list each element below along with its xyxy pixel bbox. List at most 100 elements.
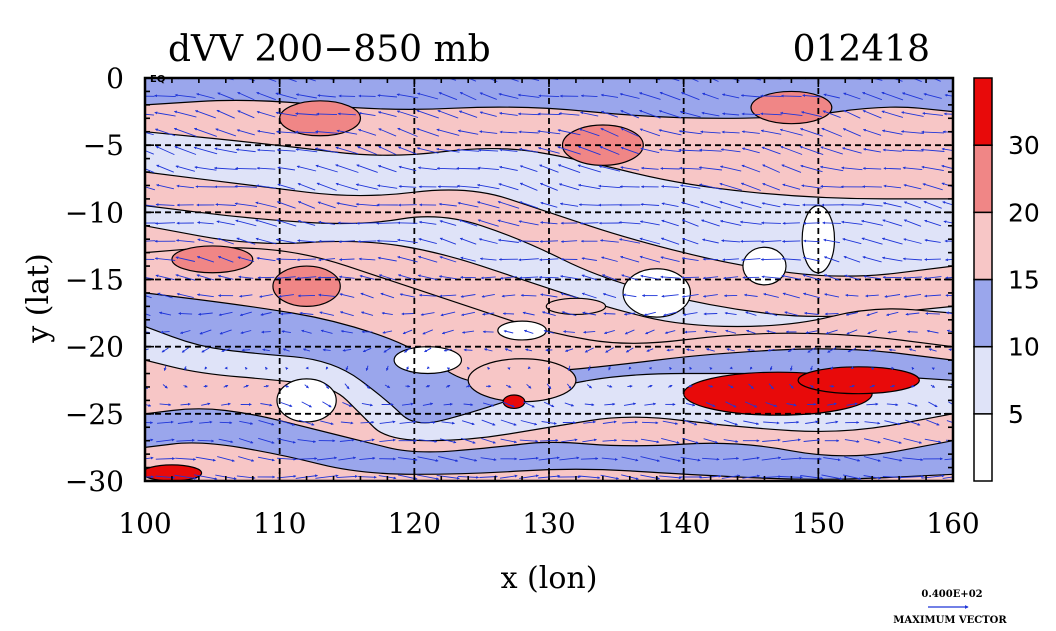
wind-vector xyxy=(527,366,531,370)
wind-vector xyxy=(941,182,953,188)
wind-vector xyxy=(823,274,840,281)
wind-vector xyxy=(539,258,559,262)
wind-vector xyxy=(299,311,314,315)
wind-vector xyxy=(358,111,376,117)
wind-vector xyxy=(378,128,397,137)
wind-vector xyxy=(262,348,270,352)
wind-vector xyxy=(145,168,155,174)
wind-vector xyxy=(184,366,187,371)
wind-vector xyxy=(726,348,735,352)
wind-vector xyxy=(376,221,399,225)
wind-vector xyxy=(219,421,233,425)
wind-vector xyxy=(945,293,953,297)
wind-vector xyxy=(480,457,497,461)
wind-vector xyxy=(881,129,903,135)
wind-vector xyxy=(277,166,296,171)
wind-vector xyxy=(884,294,901,298)
wind-vector xyxy=(359,456,376,461)
wind-vector xyxy=(782,221,800,225)
chart-title: dVV 200−850 mb xyxy=(168,29,491,70)
wind-vector xyxy=(497,219,520,227)
wind-vector xyxy=(719,182,742,191)
wind-vector xyxy=(161,347,169,353)
wind-vector xyxy=(476,183,500,190)
wind-vector xyxy=(862,110,882,119)
wind-vector xyxy=(945,258,953,262)
wind-vector xyxy=(864,421,881,425)
wind-vector xyxy=(560,275,578,280)
wind-vector xyxy=(315,164,338,173)
wind-vector xyxy=(868,348,876,352)
wind-vector xyxy=(337,112,356,116)
wind-vector xyxy=(457,129,479,135)
wind-vector xyxy=(660,167,680,170)
wind-vector xyxy=(159,403,172,407)
wind-vector xyxy=(276,148,296,152)
wind-vector xyxy=(540,201,558,208)
wind-vector xyxy=(681,293,699,298)
wind-vector xyxy=(823,93,840,99)
colorbar-label: 5 xyxy=(1008,400,1024,429)
wind-vector xyxy=(301,401,312,408)
wind-vector xyxy=(558,183,580,191)
wind-vector xyxy=(822,110,841,119)
wind-vector xyxy=(459,456,478,462)
wind-vector xyxy=(844,456,861,462)
wind-vector xyxy=(719,200,742,209)
wind-vector xyxy=(543,329,555,334)
wind-vector xyxy=(275,238,297,244)
wind-vector xyxy=(719,165,742,172)
wind-vector xyxy=(501,294,516,298)
wind-vector xyxy=(557,146,581,155)
wind-vector xyxy=(709,367,713,371)
wind-vector xyxy=(581,274,598,281)
wind-vector xyxy=(336,202,358,208)
wind-vector xyxy=(782,438,801,443)
wind-vector xyxy=(789,365,793,372)
wind-vector xyxy=(322,348,331,352)
wind-vector xyxy=(942,130,953,134)
wind-vector xyxy=(145,150,154,155)
wind-vector xyxy=(847,347,857,353)
wind-vector xyxy=(315,130,339,134)
wind-vector xyxy=(922,183,943,191)
wind-vector xyxy=(335,182,359,191)
x-tick-label: 140 xyxy=(657,507,710,540)
wind-vector xyxy=(560,292,578,299)
wind-vector xyxy=(800,475,824,480)
wind-vector xyxy=(701,111,720,117)
wind-vector xyxy=(902,276,923,280)
wind-vector xyxy=(662,420,679,425)
wind-vector xyxy=(540,293,558,298)
wind-vector xyxy=(742,456,760,461)
wind-vector xyxy=(518,130,539,134)
wind-vector xyxy=(924,238,941,243)
wind-vector xyxy=(417,166,438,171)
wind-vector xyxy=(762,164,780,173)
wind-vector xyxy=(441,421,455,425)
wind-vector xyxy=(603,329,615,335)
wind-vector xyxy=(175,165,196,172)
wind-vector xyxy=(456,166,480,170)
wind-vector xyxy=(255,184,277,189)
wind-vector xyxy=(256,256,276,262)
wind-vector xyxy=(702,257,719,261)
wind-vector xyxy=(583,330,596,334)
wind-vector xyxy=(719,219,742,226)
wind-vector xyxy=(704,419,718,426)
wind-vector xyxy=(728,384,734,389)
wind-vector xyxy=(761,275,781,279)
wind-vector xyxy=(382,330,393,334)
wind-vector xyxy=(418,220,437,225)
wind-vector xyxy=(581,257,597,261)
wind-vector xyxy=(339,438,355,442)
wind-vector xyxy=(647,384,653,388)
contour-cell-15 xyxy=(797,366,920,395)
wind-vector xyxy=(439,294,457,298)
wind-vector xyxy=(237,110,255,119)
wind-vector xyxy=(844,439,860,443)
wind-vector xyxy=(355,183,379,190)
wind-vector xyxy=(526,78,540,82)
wind-vector xyxy=(931,78,941,82)
wind-vector xyxy=(861,237,883,245)
